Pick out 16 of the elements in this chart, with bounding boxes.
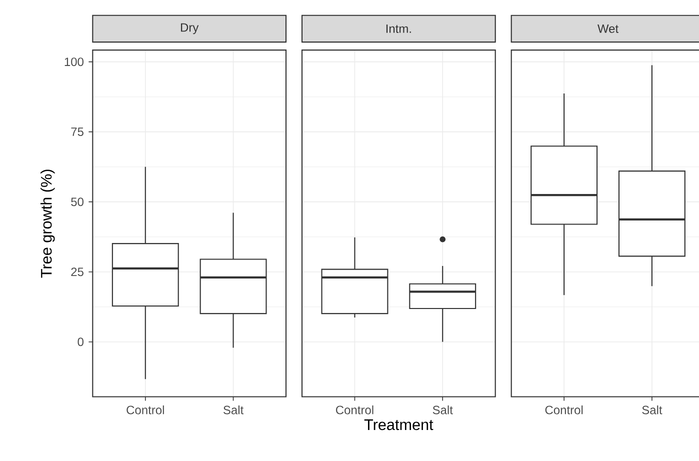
x-tick-label: Control [126,405,164,414]
x-tick-label: Control [336,405,374,414]
y-tick-label: 100 [64,58,84,66]
chart-title: Wet [598,24,618,33]
chart-title: Intm. [386,24,411,33]
x-tick-label: Salt [432,405,453,414]
x-tick-label: Control [545,405,583,414]
x-axis-title: Treatment [364,419,434,430]
y-tick-label: 25 [71,268,84,276]
y-tick-label: 50 [71,198,84,206]
chart-title: Dry [180,23,199,34]
y-axis-title: Tree growth (%) [40,170,55,278]
y-tick-label: 0 [78,338,84,346]
x-tick-label: Salt [223,405,244,414]
x-tick-label: Salt [642,405,662,414]
y-tick-label: 75 [71,128,84,136]
